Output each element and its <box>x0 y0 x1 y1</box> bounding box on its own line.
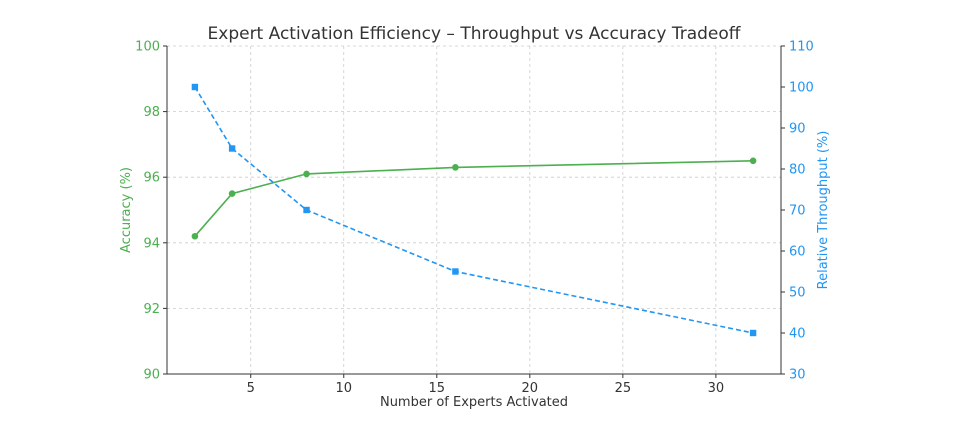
x-tick-label: 30 <box>708 381 725 396</box>
x-tick-label: 10 <box>335 381 352 396</box>
accuracy-series <box>191 157 757 240</box>
accuracy-point <box>191 232 199 240</box>
throughput-line <box>194 86 754 334</box>
y-axis-right-label: Relative Throughput (%) <box>816 131 831 290</box>
y-left-tick-label: 94 <box>143 236 160 251</box>
throughput-point <box>303 206 310 214</box>
y-left-tick-label: 98 <box>143 105 160 120</box>
chart-title: Expert Activation Efficiency – Throughpu… <box>208 24 742 44</box>
x-tick-label: 15 <box>429 381 446 396</box>
accuracy-line <box>194 160 754 237</box>
series-layer <box>191 83 757 337</box>
x-tick-label: 5 <box>247 381 255 396</box>
x-tick-label: 25 <box>615 381 632 396</box>
accuracy-point <box>303 170 310 178</box>
y-right-tick-label: 70 <box>789 204 806 219</box>
x-tick-label: 20 <box>522 381 539 396</box>
throughput-point <box>228 145 236 152</box>
y-axis-left-label: Accuracy (%) <box>119 167 134 253</box>
y-right-tick-label: 110 <box>789 40 814 55</box>
y-right-tick-label: 50 <box>789 286 806 301</box>
y-right-tick-label: 90 <box>789 122 806 137</box>
y-right-tick-label: 40 <box>789 327 806 342</box>
grid <box>167 45 781 375</box>
accuracy-point <box>452 164 459 171</box>
accuracy-point <box>228 190 236 197</box>
axes: 5 10 15 20 25 30 90 92 94 96 98 100 30 40 50 60 70 80 90 10… <box>135 40 814 397</box>
y-right-tick-label: 60 <box>789 245 806 260</box>
y-right-tick-label: 100 <box>789 81 814 96</box>
throughput-point <box>452 268 459 275</box>
accuracy-point <box>749 157 757 165</box>
y-right-tick-label: 80 <box>789 163 806 178</box>
throughput-point <box>749 329 757 337</box>
y-left-tick-label: 90 <box>143 368 160 383</box>
y-left-tick-label: 100 <box>135 40 160 55</box>
y-right-tick-label: 30 <box>789 368 806 383</box>
y-left-tick-label: 92 <box>143 302 160 317</box>
throughput-series <box>191 83 757 337</box>
y-left-tick-label: 96 <box>143 171 160 186</box>
throughput-point <box>191 83 199 91</box>
x-axis-label: Number of Experts Activated <box>380 395 568 410</box>
